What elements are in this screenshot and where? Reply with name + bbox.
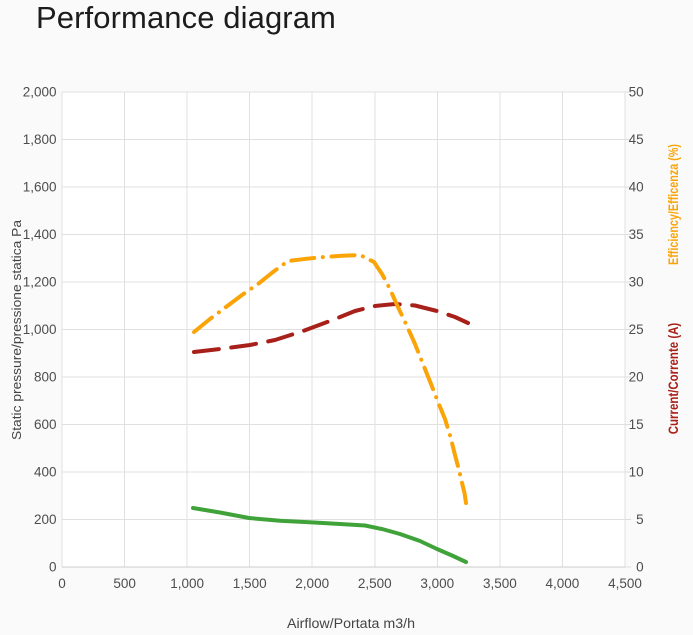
svg-text:0: 0 (49, 560, 57, 575)
svg-text:2,500: 2,500 (358, 576, 392, 591)
svg-text:50: 50 (629, 85, 644, 100)
svg-text:4,000: 4,000 (546, 576, 580, 591)
svg-text:1,800: 1,800 (23, 132, 57, 147)
svg-text:35: 35 (629, 227, 644, 242)
svg-text:Airflow/Portata m3/h: Airflow/Portata m3/h (287, 616, 415, 631)
svg-text:0: 0 (636, 560, 644, 575)
svg-text:1,500: 1,500 (233, 576, 267, 591)
svg-text:1,000: 1,000 (23, 322, 57, 337)
svg-text:500: 500 (113, 576, 136, 591)
svg-text:1,200: 1,200 (23, 275, 57, 290)
svg-text:600: 600 (34, 417, 57, 432)
svg-text:1,600: 1,600 (23, 180, 57, 195)
svg-text:40: 40 (629, 180, 644, 195)
svg-text:1,400: 1,400 (23, 227, 57, 242)
svg-text:4,500: 4,500 (608, 576, 642, 591)
svg-text:Static pressure/pressione stat: Static pressure/pressione statica Pa (9, 219, 24, 440)
svg-text:15: 15 (629, 417, 644, 432)
svg-text:20: 20 (629, 370, 644, 385)
svg-text:2,000: 2,000 (23, 85, 57, 100)
svg-text:3,500: 3,500 (483, 576, 517, 591)
svg-text:1,000: 1,000 (170, 576, 204, 591)
svg-text:30: 30 (629, 275, 644, 290)
svg-text:25: 25 (629, 322, 644, 337)
svg-text:Current/Corrente (A): Current/Corrente (A) (666, 323, 681, 435)
svg-text:10: 10 (629, 465, 644, 480)
svg-text:3,000: 3,000 (420, 576, 454, 591)
svg-text:45: 45 (629, 132, 644, 147)
svg-text:Performance diagram: Performance diagram (36, 0, 336, 35)
svg-text:5: 5 (636, 512, 644, 527)
svg-text:2,000: 2,000 (295, 576, 329, 591)
svg-text:800: 800 (34, 370, 57, 385)
svg-text:400: 400 (34, 465, 57, 480)
svg-text:200: 200 (34, 512, 57, 527)
svg-text:Efficiency/Efficenza (%): Efficiency/Efficenza (%) (666, 144, 681, 265)
svg-text:0: 0 (58, 576, 66, 591)
